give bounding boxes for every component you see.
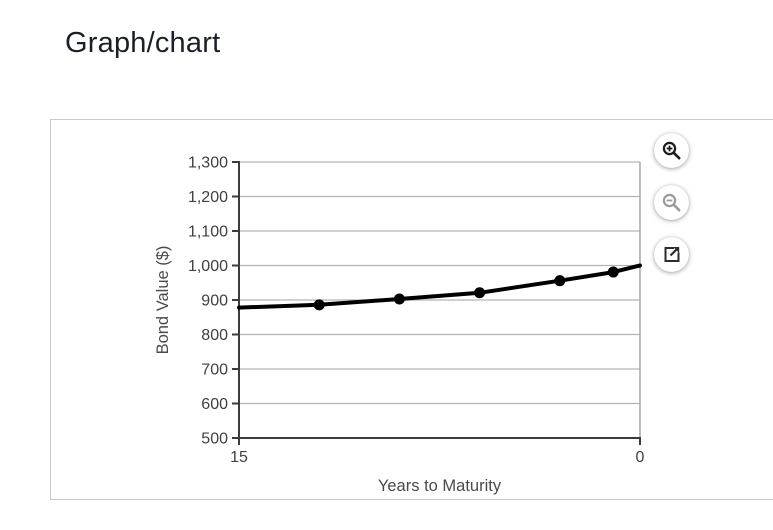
- y-tick-label: 1,300: [188, 155, 228, 172]
- y-tick-label: 600: [201, 396, 228, 413]
- y-tick-label: 900: [201, 293, 228, 310]
- data-point: [474, 287, 486, 299]
- data-point: [313, 299, 325, 311]
- chart-panel: 500 600 700 800 900 1,000 1,100 1,200 1,300 15 0 Ye…: [50, 119, 773, 500]
- y-tick-label: 700: [201, 362, 228, 379]
- chart-canvas: 500 600 700 800 900 1,000 1,100 1,200 1,300 15 0 Ye…: [154, 155, 645, 496]
- y-tick-label: 800: [201, 327, 228, 344]
- zoom-in-button[interactable]: [654, 133, 689, 168]
- magnifier-plus-icon: [661, 140, 682, 161]
- x-axis-title: Years to Maturity: [378, 477, 502, 495]
- y-tick-label: 500: [201, 431, 228, 448]
- y-tick-label: 1,200: [188, 189, 228, 206]
- y-axis-title: Bond Value ($): [154, 246, 172, 355]
- y-tick-label: 1,000: [188, 258, 228, 275]
- data-point: [393, 293, 405, 305]
- data-point: [607, 266, 619, 278]
- x-tick-label: 0: [636, 449, 645, 466]
- page-title: Graph/chart: [65, 27, 221, 59]
- chart-toolbar: [654, 133, 691, 272]
- y-tick-label: 1,100: [188, 224, 228, 241]
- zoom-out-button[interactable]: [654, 185, 689, 220]
- bond-value-line: [237, 263, 642, 310]
- data-point: [554, 275, 566, 287]
- open-external-button[interactable]: [654, 237, 689, 272]
- external-link-icon: [661, 244, 682, 265]
- x-tick-label: 15: [230, 449, 248, 466]
- magnifier-minus-icon: [661, 192, 682, 213]
